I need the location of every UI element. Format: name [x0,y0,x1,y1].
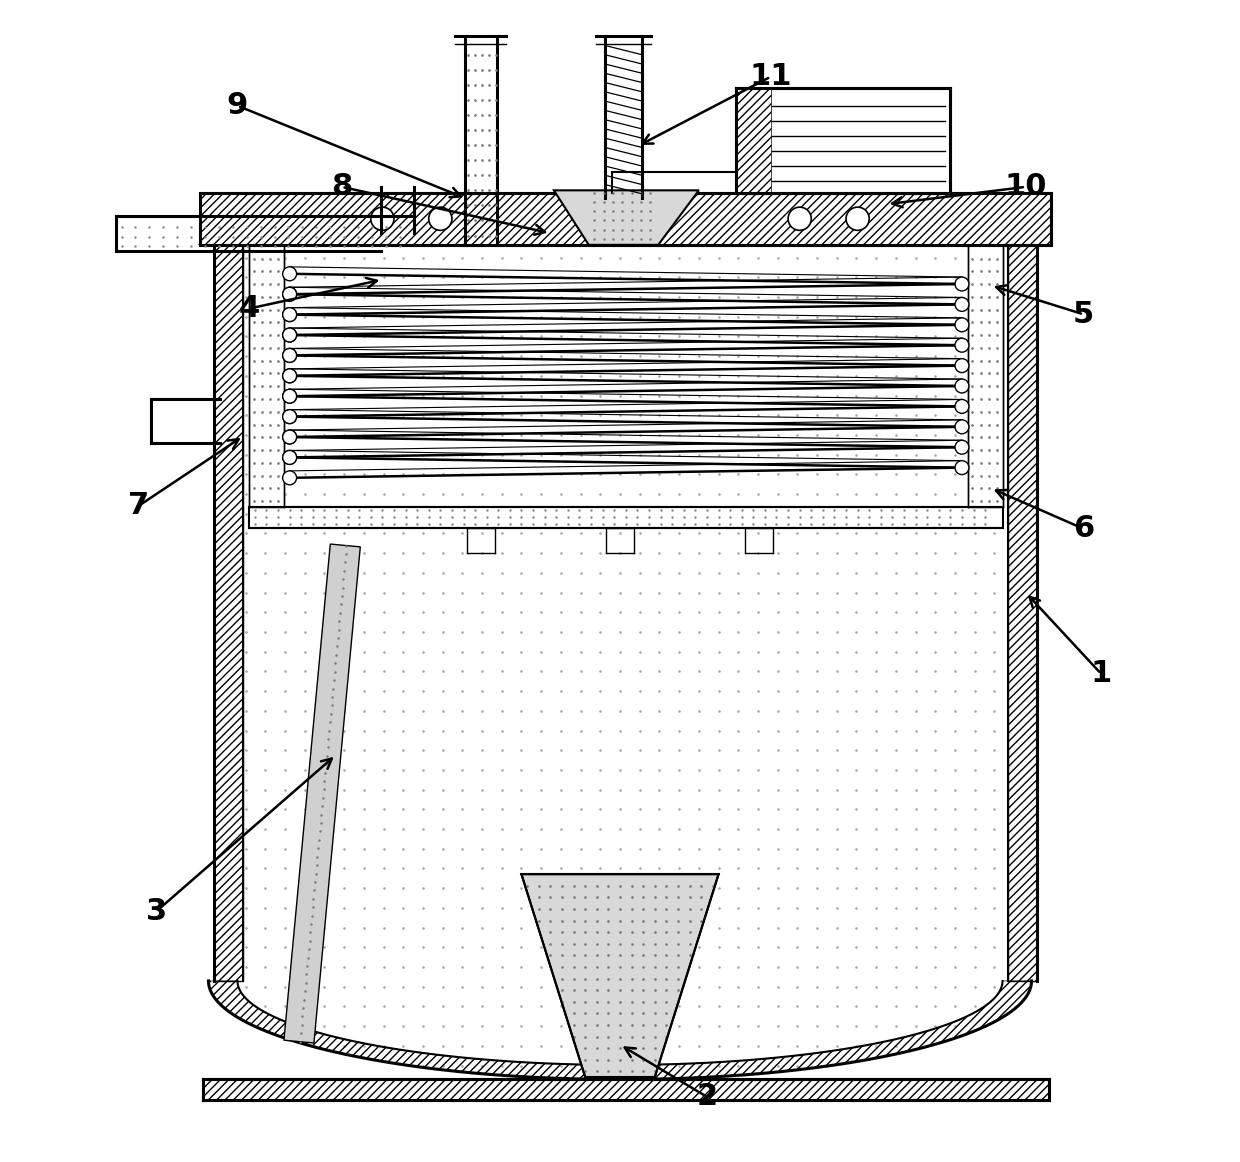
Circle shape [429,207,451,230]
Circle shape [955,277,968,290]
Bar [1008,245,1038,981]
Circle shape [283,349,296,363]
Circle shape [283,368,296,382]
Circle shape [283,349,296,363]
Circle shape [283,368,296,382]
Circle shape [371,207,394,230]
Bar [735,88,771,193]
Bar [202,1079,1049,1100]
Circle shape [283,308,296,322]
Circle shape [283,389,296,403]
Circle shape [955,379,968,393]
Circle shape [283,267,296,281]
Text: 2: 2 [697,1082,718,1111]
Circle shape [955,400,968,414]
Bar [201,193,1052,245]
Circle shape [283,328,296,342]
Circle shape [283,430,296,444]
Circle shape [283,410,296,424]
Text: 8: 8 [331,172,352,201]
Polygon shape [554,191,699,245]
Circle shape [955,297,968,311]
Circle shape [955,460,968,474]
Bar [215,245,243,981]
Text: 6: 6 [1073,515,1095,544]
Text: 9: 9 [227,92,248,120]
Bar [249,507,1003,528]
Text: 1: 1 [1090,659,1112,688]
Circle shape [846,207,869,230]
Circle shape [283,287,296,301]
Text: 4: 4 [238,294,259,323]
Circle shape [955,338,968,352]
Circle shape [283,451,296,465]
Text: 10: 10 [1004,172,1047,201]
Text: 5: 5 [1073,300,1095,329]
Circle shape [789,207,811,230]
Circle shape [955,440,968,454]
Circle shape [283,328,296,342]
Circle shape [283,410,296,424]
Polygon shape [522,874,718,1077]
Text: 11: 11 [749,63,792,92]
Polygon shape [284,544,361,1043]
Circle shape [283,430,296,444]
Circle shape [955,359,968,373]
Text: 7: 7 [129,492,150,521]
Text: 3: 3 [146,897,167,926]
Circle shape [955,318,968,332]
Circle shape [283,287,296,301]
Bar [735,88,950,193]
Circle shape [283,471,296,485]
Bar [249,245,284,507]
Circle shape [283,389,296,403]
Bar [967,245,1003,507]
Circle shape [955,419,968,433]
Circle shape [283,308,296,322]
Circle shape [283,451,296,465]
